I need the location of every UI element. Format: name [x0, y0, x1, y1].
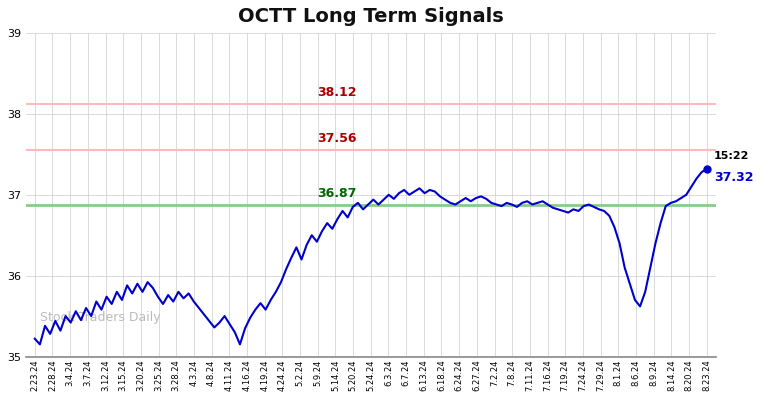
Text: 36.87: 36.87	[317, 187, 357, 201]
Text: 37.32: 37.32	[713, 170, 753, 183]
Text: 38.12: 38.12	[317, 86, 357, 100]
Text: Stock Traders Daily: Stock Traders Daily	[40, 311, 161, 324]
Text: 15:22: 15:22	[713, 151, 750, 161]
Title: OCTT Long Term Signals: OCTT Long Term Signals	[238, 7, 503, 26]
Text: 37.56: 37.56	[317, 132, 357, 144]
